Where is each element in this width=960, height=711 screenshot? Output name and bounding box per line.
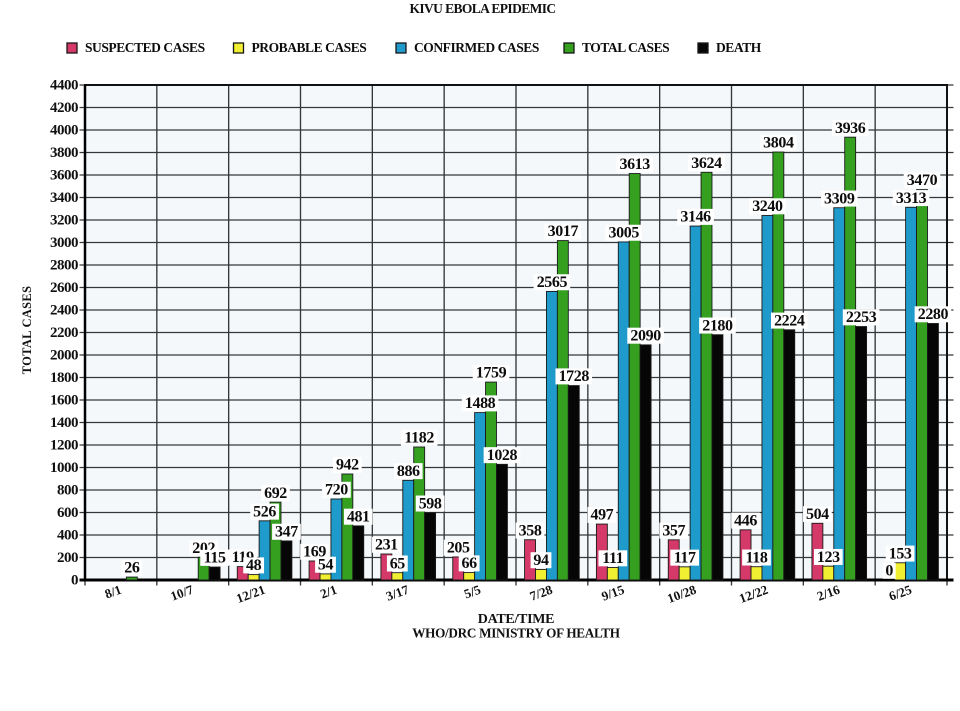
svg-text:123: 123	[817, 549, 840, 566]
svg-text:504: 504	[806, 506, 829, 523]
svg-text:TOTAL CASES: TOTAL CASES	[20, 286, 34, 375]
svg-text:WHO/DRC MINISTRY OF HEALTH: WHO/DRC MINISTRY OF HEALTH	[412, 626, 621, 641]
svg-text:2200: 2200	[50, 325, 78, 341]
svg-text:2280: 2280	[918, 306, 949, 323]
svg-text:2565: 2565	[537, 274, 568, 291]
svg-text:2600: 2600	[50, 280, 78, 296]
svg-text:720: 720	[325, 482, 348, 499]
svg-text:26: 26	[124, 560, 140, 577]
svg-text:169: 169	[303, 544, 326, 561]
svg-text:111: 111	[602, 550, 623, 567]
svg-text:446: 446	[734, 512, 757, 529]
svg-text:4200: 4200	[50, 100, 78, 116]
svg-text:2253: 2253	[846, 309, 877, 326]
svg-text:200: 200	[57, 550, 78, 566]
svg-text:692: 692	[264, 485, 287, 502]
svg-text:3613: 3613	[619, 156, 650, 173]
svg-text:886: 886	[397, 463, 420, 480]
svg-text:1000: 1000	[50, 460, 78, 476]
svg-text:3309: 3309	[824, 190, 855, 207]
svg-text:497: 497	[590, 507, 613, 524]
svg-text:48: 48	[246, 557, 262, 574]
svg-text:66: 66	[462, 555, 478, 572]
svg-text:2/1: 2/1	[318, 582, 339, 602]
svg-text:358: 358	[519, 522, 542, 539]
svg-text:3000: 3000	[50, 235, 78, 251]
svg-text:DATE/TIME: DATE/TIME	[478, 612, 554, 627]
svg-text:117: 117	[674, 549, 696, 566]
svg-text:400: 400	[57, 527, 78, 543]
svg-text:1600: 1600	[50, 392, 78, 408]
svg-text:SUSPECTED CASES: SUSPECTED CASES	[85, 40, 205, 55]
svg-text:118: 118	[746, 549, 768, 566]
svg-text:2180: 2180	[702, 317, 733, 334]
svg-text:800: 800	[57, 482, 78, 498]
svg-text:4000: 4000	[50, 122, 78, 138]
svg-text:600: 600	[57, 505, 78, 521]
svg-text:3400: 3400	[50, 190, 78, 206]
svg-text:153: 153	[889, 545, 912, 562]
svg-text:TOTAL CASES: TOTAL CASES	[582, 40, 669, 55]
svg-text:65: 65	[390, 555, 406, 572]
svg-text:3600: 3600	[50, 167, 78, 183]
svg-text:3936: 3936	[835, 120, 866, 137]
svg-text:KIVU EBOLA EPIDEMIC: KIVU EBOLA EPIDEMIC	[409, 1, 555, 16]
svg-text:PROBABLE CASES: PROBABLE CASES	[252, 40, 367, 55]
svg-text:347: 347	[275, 524, 298, 541]
svg-text:231: 231	[375, 537, 398, 554]
svg-text:3313: 3313	[896, 190, 927, 207]
svg-text:54: 54	[318, 557, 334, 574]
svg-text:1488: 1488	[465, 395, 496, 412]
svg-text:3017: 3017	[548, 223, 579, 240]
svg-text:1182: 1182	[404, 430, 434, 447]
svg-text:2090: 2090	[630, 327, 661, 344]
svg-text:2000: 2000	[50, 347, 78, 363]
svg-text:2800: 2800	[50, 257, 78, 273]
svg-text:3005: 3005	[609, 225, 640, 242]
svg-text:2400: 2400	[50, 302, 78, 318]
svg-text:CONFIRMED CASES: CONFIRMED CASES	[414, 40, 539, 55]
svg-text:3146: 3146	[680, 209, 711, 226]
svg-text:3470: 3470	[907, 172, 938, 189]
svg-text:1400: 1400	[50, 415, 78, 431]
svg-text:1759: 1759	[476, 365, 507, 382]
svg-text:481: 481	[347, 508, 370, 525]
svg-text:942: 942	[336, 457, 359, 474]
svg-text:2224: 2224	[774, 312, 805, 329]
svg-text:526: 526	[253, 503, 276, 520]
svg-text:3804: 3804	[763, 135, 794, 152]
svg-text:94: 94	[533, 552, 549, 569]
svg-text:205: 205	[447, 540, 470, 557]
svg-text:8/1: 8/1	[103, 582, 124, 602]
svg-text:5/5: 5/5	[462, 582, 483, 602]
svg-text:4400: 4400	[50, 77, 78, 93]
svg-text:115: 115	[204, 550, 226, 567]
svg-text:1028: 1028	[487, 447, 518, 464]
svg-text:3200: 3200	[50, 212, 78, 228]
svg-text:3624: 3624	[691, 155, 722, 172]
svg-text:DEATH: DEATH	[716, 40, 762, 55]
svg-text:598: 598	[419, 495, 442, 512]
svg-text:0: 0	[71, 572, 78, 588]
svg-text:0: 0	[885, 563, 893, 580]
svg-text:1728: 1728	[559, 368, 590, 385]
svg-text:357: 357	[662, 522, 685, 539]
svg-text:3800: 3800	[50, 145, 78, 161]
svg-text:1200: 1200	[50, 437, 78, 453]
svg-text:1800: 1800	[50, 370, 78, 386]
svg-text:3240: 3240	[752, 198, 783, 215]
